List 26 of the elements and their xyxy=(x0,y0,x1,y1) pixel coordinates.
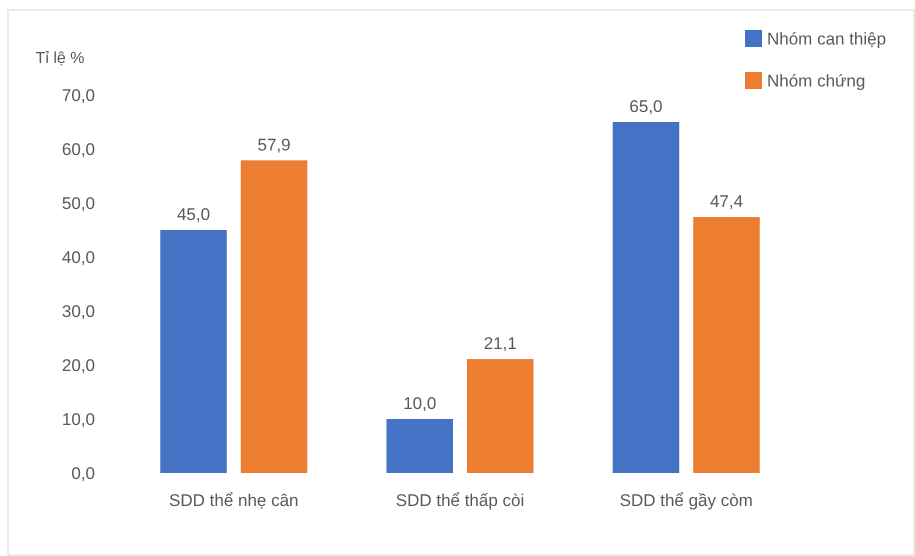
bar xyxy=(240,160,308,473)
y-tick-label: 30,0 xyxy=(62,302,95,321)
bar xyxy=(160,230,227,473)
x-tick-label: SDD thể gầy còm xyxy=(620,491,753,510)
data-label: 57,9 xyxy=(257,135,291,154)
y-tick-label: 40,0 xyxy=(62,248,95,267)
data-label: 21,1 xyxy=(484,334,517,354)
y-tick-label: 50,0 xyxy=(62,194,95,213)
bar xyxy=(386,419,453,473)
data-label: 10,0 xyxy=(403,394,436,413)
data-label: 65,0 xyxy=(629,97,663,116)
data-label: 47,4 xyxy=(710,192,744,212)
y-tick-label: 10,0 xyxy=(62,410,95,429)
bar xyxy=(693,217,760,473)
legend-label: Nhóm can thiệp xyxy=(767,29,886,48)
y-tick-label: 70,0 xyxy=(62,86,95,105)
bar xyxy=(612,122,680,473)
bar xyxy=(467,359,534,473)
x-tick-label: SDD thể thấp còi xyxy=(396,491,524,510)
x-tick-label: SDD thể nhẹ cân xyxy=(169,491,299,510)
y-tick-label: 60,0 xyxy=(62,140,95,159)
y-tick-label: 20,0 xyxy=(62,356,95,375)
legend-label: Nhóm chứng xyxy=(767,71,866,90)
y-tick-label: 0,0 xyxy=(71,464,95,483)
data-label: 45,0 xyxy=(176,205,210,224)
y-axis-title: Tỉ lệ % xyxy=(36,50,84,67)
